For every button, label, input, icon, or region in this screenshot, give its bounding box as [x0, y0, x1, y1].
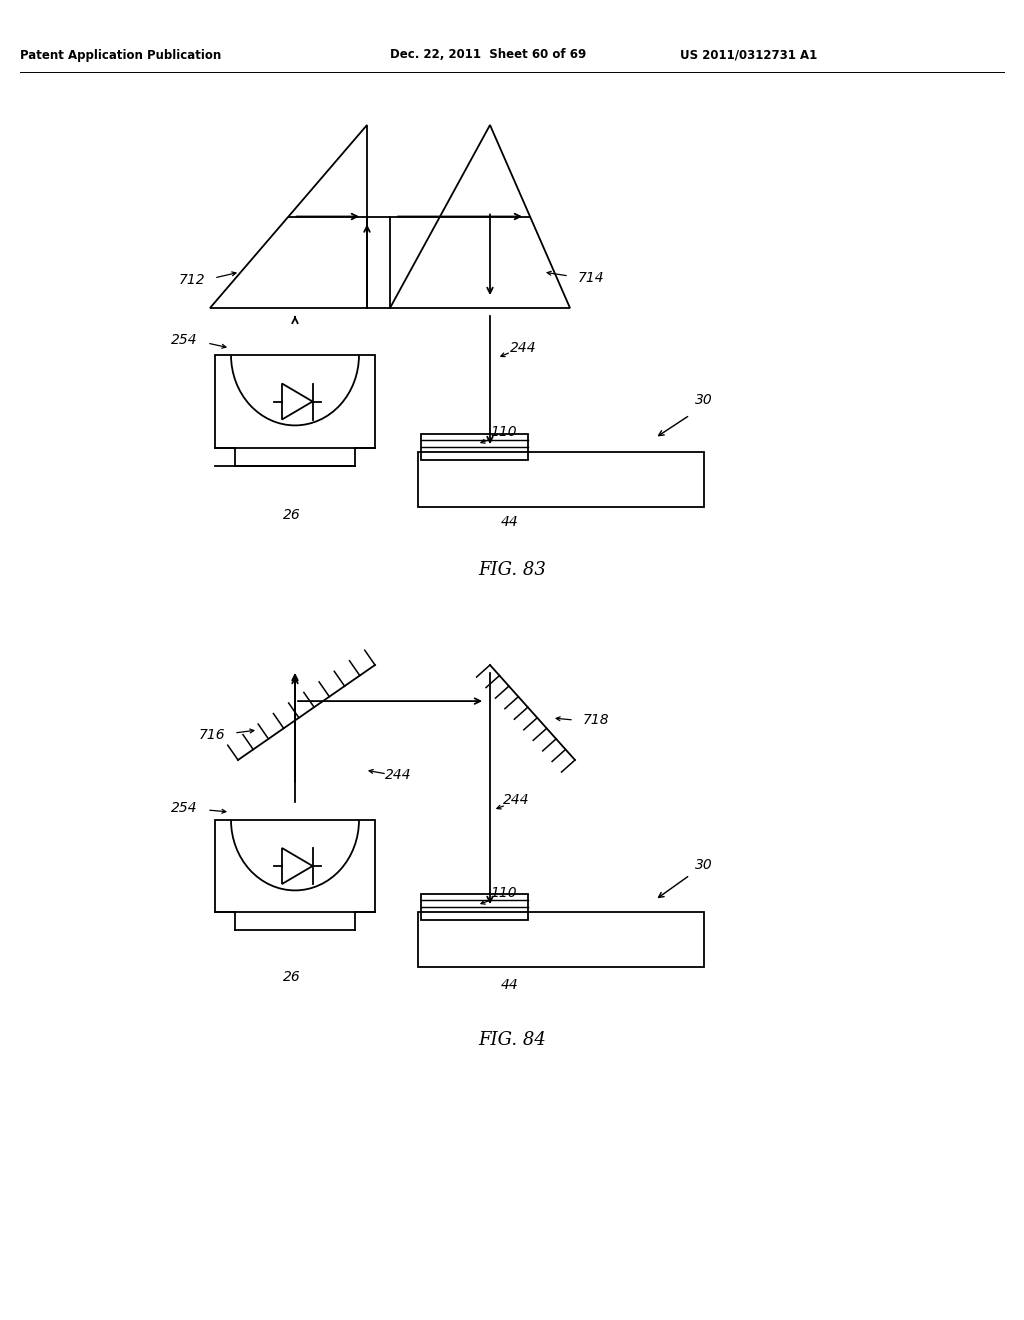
Text: 44: 44 — [501, 515, 519, 529]
Text: 110: 110 — [490, 886, 517, 900]
Text: FIG. 84: FIG. 84 — [478, 1031, 546, 1049]
Text: 30: 30 — [695, 858, 713, 873]
Text: 26: 26 — [283, 970, 301, 983]
Text: 110: 110 — [490, 425, 517, 440]
Text: 244: 244 — [503, 793, 529, 807]
Text: 244: 244 — [385, 768, 412, 781]
Text: 712: 712 — [178, 273, 205, 286]
Text: 716: 716 — [199, 729, 225, 742]
Text: Patent Application Publication: Patent Application Publication — [20, 49, 221, 62]
Text: 714: 714 — [578, 271, 604, 285]
Text: 244: 244 — [510, 341, 537, 355]
Bar — [215, 820, 375, 912]
Text: 254: 254 — [171, 333, 198, 347]
Bar — [418, 912, 705, 968]
Text: 30: 30 — [695, 393, 713, 407]
Text: 254: 254 — [171, 801, 198, 814]
Text: 26: 26 — [283, 508, 301, 521]
Text: 718: 718 — [583, 713, 609, 727]
Text: FIG. 83: FIG. 83 — [478, 561, 546, 579]
Bar — [418, 451, 705, 507]
Text: Dec. 22, 2011  Sheet 60 of 69: Dec. 22, 2011 Sheet 60 of 69 — [390, 49, 587, 62]
Bar — [421, 894, 528, 920]
Text: US 2011/0312731 A1: US 2011/0312731 A1 — [680, 49, 817, 62]
Bar — [215, 355, 375, 447]
Bar — [421, 434, 528, 459]
Text: 44: 44 — [501, 978, 519, 993]
